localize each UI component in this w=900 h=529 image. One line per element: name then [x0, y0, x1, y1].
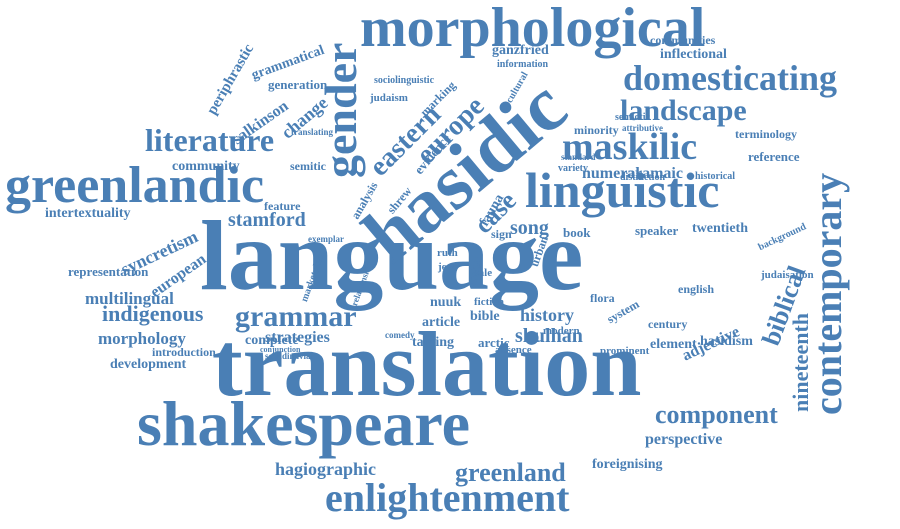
cloud-word-foreignising: foreignising — [592, 457, 663, 472]
cloud-word-semitic: semitic — [290, 159, 326, 173]
cloud-word-domesticating: domesticating — [623, 58, 837, 98]
cloud-word-complete: complete — [245, 333, 299, 348]
cloud-word-bible: bible — [470, 309, 500, 324]
cloud-word-semiotic: semiotic — [615, 112, 650, 123]
cloud-word-translating: translating — [291, 127, 334, 137]
cloud-word-grammar: grammar — [235, 300, 357, 333]
cloud-word-stamford: stamford — [228, 209, 306, 231]
cloud-word-modern: modern — [543, 325, 580, 337]
cloud-word-shakespeare: shakespeare — [137, 388, 471, 459]
cloud-word-ruth: ruth — [437, 247, 458, 259]
cloud-word-arctic: arctic — [478, 335, 510, 350]
cloud-word-scandinavian: scandinavian — [265, 351, 316, 361]
cloud-word-translation: translation — [212, 313, 642, 415]
cloud-word-numeral: numeral — [582, 165, 640, 182]
cloud-word-indigenous: indigenous — [102, 301, 204, 326]
cloud-word-terminology: terminology — [735, 127, 797, 141]
cloud-word-multilingual: multilingual — [85, 289, 174, 308]
cloud-word-greenland: greenland — [455, 458, 566, 487]
cloud-word-hasidism: hasidism — [700, 334, 753, 349]
cloud-word-perspective: perspective — [645, 431, 723, 448]
cloud-word-prominent: prominent — [600, 345, 650, 357]
cloud-word-twentieth: twentieth — [692, 221, 748, 236]
cloud-word-information: information — [497, 59, 549, 70]
cloud-word-background: background — [756, 221, 808, 254]
cloud-word-fiction: fiction — [474, 296, 504, 308]
cloud-word-language: language — [200, 200, 584, 311]
cloud-word-article: article — [422, 315, 461, 330]
cloud-word-enlightenment: enlightenment — [325, 475, 570, 520]
cloud-word-english: english — [678, 282, 715, 296]
cloud-word-introduction: introduction — [152, 345, 216, 359]
cloud-word-minority: minority — [574, 123, 619, 137]
cloud-word-taming: taming — [412, 335, 454, 350]
cloud-word-absence: absence — [495, 344, 532, 356]
cloud-word-aramaic: aramaic — [627, 165, 683, 182]
cloud-word-book: book — [563, 225, 591, 240]
cloud-word-tale: tale — [475, 267, 493, 279]
cloud-word-song: song — [510, 217, 549, 239]
cloud-word-nuuk: nuuk — [430, 295, 462, 310]
cloud-word-generation: generation — [268, 77, 328, 92]
cloud-word-nineteenth: nineteenth — [788, 313, 813, 412]
cloud-word-greenlandic: greenlandic — [5, 157, 265, 214]
cloud-word-historical: historical — [695, 171, 735, 182]
cloud-word-hagiographic: hagiographic — [275, 459, 377, 479]
cloud-word-distinction: distinction — [620, 172, 666, 183]
cloud-word-reference: reference — [748, 149, 800, 164]
cloud-word-development: development — [110, 357, 187, 372]
cloud-word-element: element — [650, 337, 697, 352]
cloud-word-linguistic: linguistic — [525, 162, 720, 218]
cloud-word-community: community — [172, 159, 240, 174]
cloud-word-history: history — [520, 305, 574, 325]
cloud-word-ganzfried: ganzfried — [492, 43, 549, 58]
cloud-word-conjunction: conjunction — [260, 345, 301, 354]
cloud-word-representation: representation — [68, 264, 149, 279]
cloud-word-flora: flora — [590, 291, 615, 305]
cloud-word-jew: jew — [438, 261, 455, 273]
cloud-word-century: century — [648, 317, 688, 331]
cloud-word-landscape: landscape — [620, 94, 747, 127]
cloud-word-morphological: morphological — [360, 0, 706, 59]
cloud-word-literature: literature — [145, 122, 275, 158]
cloud-word-component: component — [655, 400, 778, 429]
cloud-word-exemplar: exemplar — [308, 234, 344, 244]
cloud-word-comedy: comedy — [385, 330, 415, 340]
cloud-word-variety: variety — [558, 163, 588, 174]
cloud-word-sign: sign — [491, 227, 512, 241]
cloud-word-attributive: attributive — [622, 123, 663, 133]
cloud-word-intertextuality: intertextuality — [45, 206, 131, 221]
cloud-word-shulhan: shulhan — [515, 325, 583, 347]
cloud-word-speaker: speaker — [635, 223, 679, 238]
cloud-word-standard: standard — [561, 152, 596, 162]
cloud-word-sociolinguistic: sociolinguistic — [374, 75, 435, 86]
cloud-word-maskilic: maskilic — [562, 126, 698, 168]
cloud-word-inflectional: inflectional — [660, 47, 727, 62]
cloud-word-contemporary: contemporary — [805, 172, 850, 415]
cloud-word-morphology: morphology — [98, 329, 186, 348]
cloud-word-communities: communities — [650, 33, 716, 47]
cloud-word-judaisation: judaisation — [761, 269, 814, 281]
cloud-word-feature: feature — [264, 199, 301, 213]
cloud-word-strategies: strategies — [265, 329, 330, 346]
cloud-word-judaism: judaism — [370, 92, 408, 104]
cloud-word-periphrastic: periphrastic — [204, 41, 258, 118]
